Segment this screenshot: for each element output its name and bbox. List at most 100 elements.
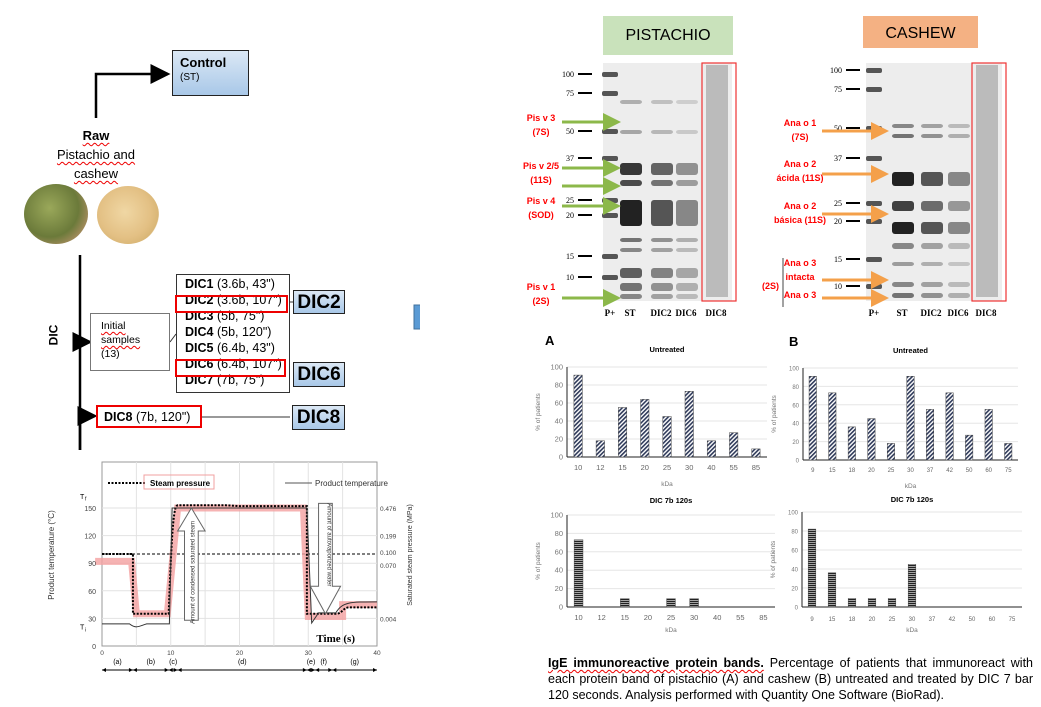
- ladder-label: 50: [566, 127, 574, 136]
- control-sub: (ST): [180, 72, 200, 83]
- arrow-down-autovaporized-icon: [309, 502, 342, 615]
- bar-18kda: [847, 426, 856, 461]
- phase-label: (e): [307, 659, 316, 666]
- cashew-image: [97, 186, 159, 244]
- allergen-sublabel: intacta: [785, 272, 815, 282]
- ladder-band: [602, 275, 618, 280]
- protein-band: [921, 222, 943, 234]
- raw-line1: Pistachio and: [56, 147, 136, 162]
- x-axis-label: kDa: [665, 627, 677, 634]
- ladder-label: 20: [566, 211, 574, 220]
- y-tick-label: 40: [791, 568, 798, 574]
- allergen-sublabel: ácida (11S): [776, 173, 823, 183]
- allergen-sublabel: (7S): [791, 132, 808, 142]
- x-tick-label: 85: [752, 463, 760, 472]
- y-tick-label: 0: [559, 453, 563, 462]
- phase-arrowheads: [315, 668, 333, 672]
- phase-arrowheads: [306, 668, 316, 672]
- protein-band: [892, 243, 914, 249]
- y-tick-label: 100: [788, 511, 799, 517]
- dic-list-item: DIC5 (6.4b, 43"): [185, 340, 281, 356]
- y-tick-label: 80: [555, 381, 563, 390]
- protein-band: [892, 172, 914, 186]
- ladder-band: [602, 91, 618, 96]
- dic-name: DIC4: [185, 325, 214, 339]
- tf-sub: f: [85, 497, 87, 503]
- y-tick-left: 120: [84, 534, 96, 541]
- process-ylabel-right: Saturated steam pressure (MPa): [407, 504, 414, 606]
- x-tick: 40: [373, 650, 381, 657]
- protein-band: [651, 163, 673, 175]
- x-tick-label: 25: [889, 617, 896, 623]
- ladder-band: [866, 68, 882, 73]
- x-tick-label: 10: [574, 463, 582, 472]
- bar-20kda: [867, 418, 876, 461]
- protein-band: [892, 134, 914, 138]
- legend-product: Product temperature: [315, 479, 388, 488]
- process-xlabel: Time (s): [316, 633, 355, 645]
- y-tick-label: 100: [789, 367, 800, 373]
- dic2-highlight: [175, 295, 288, 313]
- protein-band: [676, 130, 698, 134]
- dic8-box: DIC8 (7b, 120"): [96, 405, 202, 428]
- x-tick-label: 20: [644, 613, 652, 622]
- x-tick-label: 15: [829, 468, 836, 474]
- ti-label: T: [80, 624, 85, 631]
- bar-15kda: [618, 407, 628, 458]
- protein-band: [948, 262, 970, 266]
- process-ylabel-left: Product temperature (°C): [47, 510, 56, 600]
- figure-caption: IgE immunoreactive protein bands. Percen…: [548, 655, 1033, 703]
- x-tick-label: 55: [729, 463, 737, 472]
- bar-25kda: [666, 598, 676, 608]
- protein-band: [921, 243, 943, 249]
- y-tick-label: 0: [796, 459, 800, 465]
- ladder-label: 75: [566, 89, 574, 98]
- y-tick-label: 40: [555, 417, 563, 426]
- protein-band: [676, 100, 698, 104]
- ladder-label: 20: [834, 217, 842, 226]
- y-axis-label: % of patients: [535, 541, 542, 579]
- lane-label: DIC2: [920, 308, 942, 318]
- x-tick-label: 60: [989, 617, 996, 623]
- dic-axis-label: DIC: [46, 324, 61, 346]
- ladder-band: [866, 156, 882, 161]
- ladder-label: 75: [834, 85, 842, 94]
- bar-50kda: [965, 434, 974, 461]
- bar-25kda: [887, 598, 897, 608]
- protein-band: [651, 200, 673, 226]
- x-axis-label: kDa: [905, 483, 917, 490]
- chart-title: DIC 7b 120s: [650, 496, 693, 505]
- y-tick-label: 60: [555, 399, 563, 408]
- dic-process-chart: Steam pressure Product temperature Amoun…: [47, 461, 414, 672]
- protein-band: [676, 283, 698, 291]
- y-tick-right: 0.476: [380, 506, 397, 513]
- y-tick-label: 60: [555, 547, 563, 556]
- y-tick-label: 60: [791, 549, 798, 555]
- connector-initial-list: [169, 333, 177, 343]
- ladder-label: 100: [562, 70, 574, 79]
- phase-label: (b): [147, 659, 156, 666]
- cashew-lane-dic8: [976, 65, 998, 297]
- protein-band: [620, 180, 642, 186]
- protein-band: [892, 262, 914, 266]
- y-tick-label: 0: [559, 603, 563, 612]
- chart-b_dic: DIC 7b 120s 0 20 40 60 80 100 % of patients kDa 9…: [770, 495, 1022, 634]
- protein-band: [948, 124, 970, 128]
- y-tick-right: 0.100: [380, 550, 397, 557]
- ladder-label: 37: [834, 154, 842, 163]
- bar-30kda: [907, 564, 917, 608]
- lane-label: DIC8: [975, 308, 997, 318]
- y-tick-label: 40: [792, 422, 799, 428]
- smear: [976, 65, 998, 297]
- x-tick-label: 75: [1009, 617, 1016, 623]
- protein-band: [948, 282, 970, 287]
- allergen-label: Ana o 1: [784, 118, 817, 128]
- protein-band: [676, 294, 698, 299]
- y-tick-label: 100: [550, 511, 563, 520]
- x-axis-label: kDa: [661, 481, 673, 488]
- protein-band: [948, 201, 970, 211]
- y-tick-left: 150: [84, 506, 96, 513]
- protein-band: [921, 172, 943, 186]
- protein-band: [651, 238, 673, 242]
